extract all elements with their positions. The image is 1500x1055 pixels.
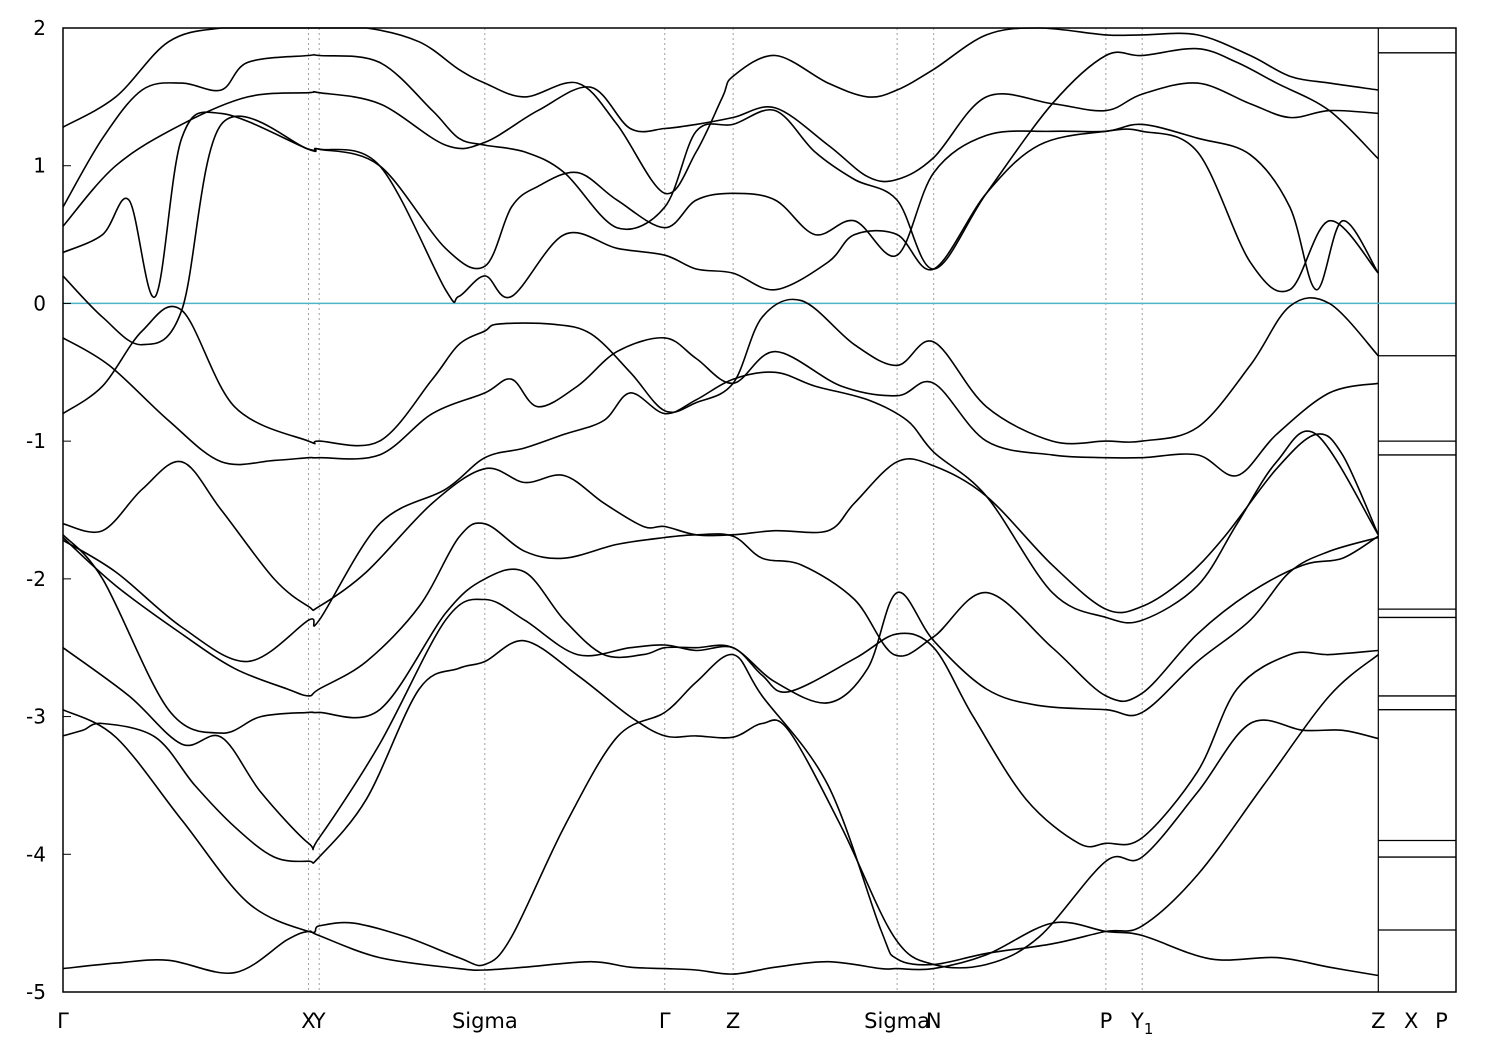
band-line-5 (62, 534, 1379, 734)
band-line-6 (62, 433, 1380, 614)
x-tick-label-1: X (301, 1009, 315, 1033)
y-tick-label-7: -5 (26, 980, 46, 1004)
x-tick-subscript-9: 1 (1144, 1020, 1154, 1038)
band-line-12 (62, 82, 1379, 227)
x-tick-label-11: X (1404, 1009, 1418, 1033)
x-tick-label-3: Sigma (452, 1009, 518, 1033)
band-line-7 (62, 371, 1379, 663)
x-tick-label-5: Z (726, 1009, 740, 1033)
band-line-9 (62, 297, 1379, 447)
x-tick-label-4: Γ (659, 1009, 671, 1033)
band-line-11 (62, 111, 1379, 298)
y-tick-label-0: 2 (33, 16, 46, 40)
band-line-10 (62, 115, 1379, 346)
band-line-2 (62, 639, 1379, 969)
x-tick-label-7: N (926, 1009, 942, 1033)
band-line-13 (62, 47, 1379, 270)
x-tick-label-10: Z (1371, 1009, 1385, 1033)
high-symmetry-lines (308, 28, 1379, 992)
y-axis-ticks: 2 1 0 -1 -2 -3 -4 -5 (26, 16, 71, 1004)
y-tick-label-4: -2 (26, 567, 46, 591)
band-line-8 (62, 337, 1379, 477)
x-tick-label-6: Sigma (864, 1009, 930, 1033)
x-tick-label-0: Γ (57, 1009, 69, 1033)
plot-frame (62, 27, 1457, 993)
y-tick-label-1: 1 (33, 154, 46, 178)
x-tick-label-12: P (1435, 1009, 1448, 1033)
y-tick-label-2: 0 (33, 291, 46, 315)
x-tick-label-2: Y (312, 1009, 326, 1033)
x-tick-label-8: P (1100, 1009, 1113, 1033)
side-panel-group (1378, 52, 1456, 931)
y-tick-label-3: -1 (26, 429, 46, 453)
y-tick-label-6: -4 (26, 842, 46, 866)
band-line-1 (62, 653, 1379, 967)
band-line-0 (62, 921, 1379, 977)
bands-group (62, 27, 1380, 977)
y-tick-label-5: -3 (26, 705, 46, 729)
